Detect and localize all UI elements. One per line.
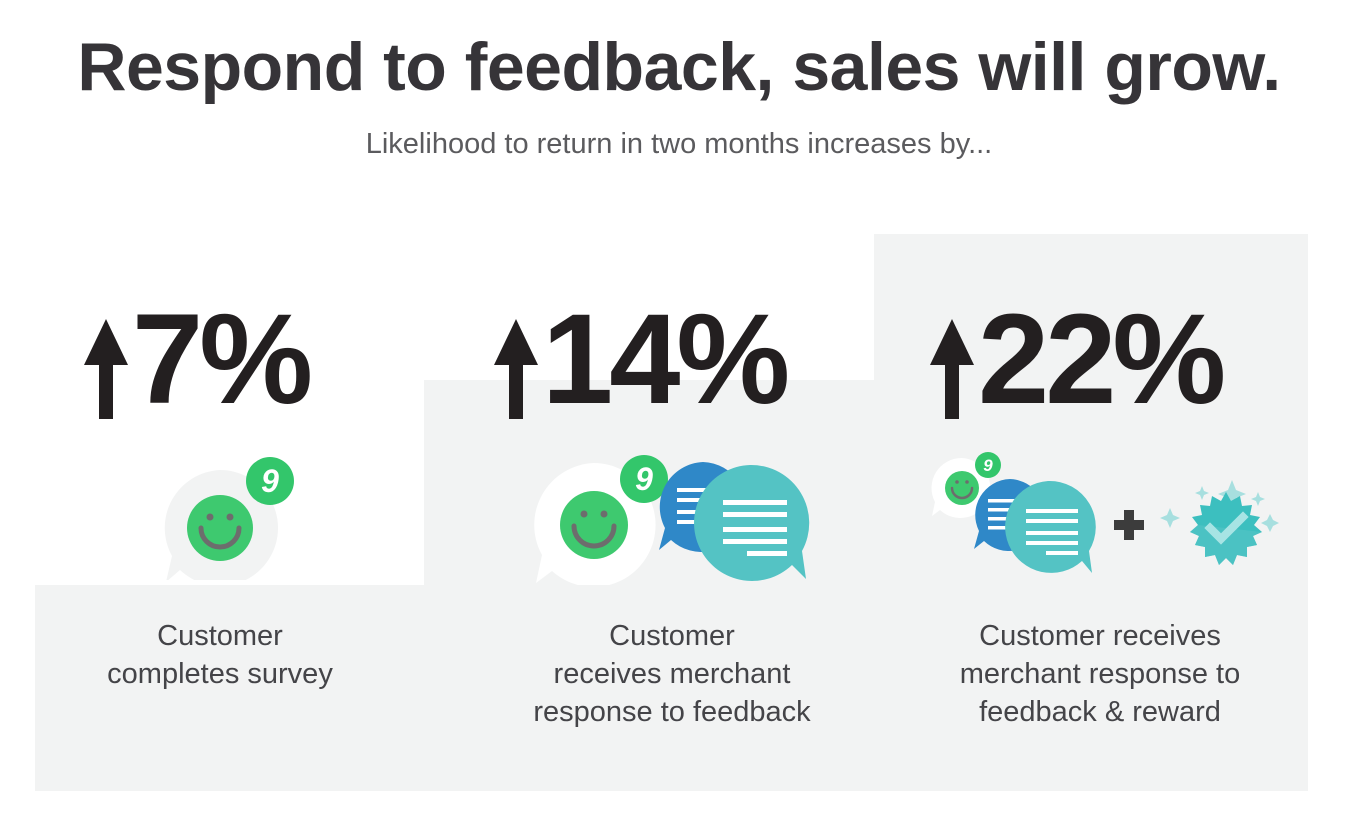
page-subtitle: Likelihood to return in two months incre…	[365, 128, 993, 160]
step-2-background	[424, 380, 874, 791]
caption-step-2: Customer receives merchant response to f…	[472, 617, 872, 731]
caption-step-1: Customer completes survey	[35, 617, 405, 693]
up-arrow-icon	[84, 319, 128, 419]
caption-line: receives merchant	[553, 658, 791, 690]
stat-value: 14%	[542, 288, 790, 431]
svg-text:9: 9	[983, 456, 993, 475]
notification-badge: 9	[246, 457, 294, 505]
survey-bubble-icon: 9	[534, 455, 668, 585]
stat-step-2: 14%	[494, 296, 790, 424]
caption-step-3: Customer receives merchant response to f…	[900, 617, 1300, 731]
chat-response-icon	[974, 479, 1096, 573]
caption-line: merchant response to	[959, 658, 1241, 690]
caption-line: completes survey	[107, 658, 333, 690]
chat-response-icon	[659, 462, 810, 581]
up-arrow-icon	[930, 319, 974, 419]
stat-value: 7%	[132, 288, 313, 431]
svg-text:9: 9	[635, 461, 653, 497]
svg-text:9: 9	[261, 463, 279, 499]
step-1-background	[35, 585, 424, 791]
caption-line: Customer	[157, 620, 283, 652]
survey-bubble-icon: 9	[164, 457, 294, 580]
stat-step-3: 22%	[930, 296, 1226, 424]
caption-line: feedback & reward	[979, 696, 1221, 728]
stat-value: 22%	[978, 288, 1226, 431]
page-title: Respond to feedback, sales will grow.	[77, 29, 1281, 105]
reward-badge-icon	[1160, 480, 1279, 565]
caption-line: Customer	[609, 620, 735, 652]
survey-bubble-icon: 9	[931, 452, 1001, 518]
plus-icon	[1114, 510, 1144, 540]
caption-line: Customer receives	[979, 620, 1221, 652]
up-arrow-icon	[494, 319, 538, 419]
caption-line: response to feedback	[533, 696, 811, 728]
stat-step-1: 7%	[84, 296, 313, 424]
